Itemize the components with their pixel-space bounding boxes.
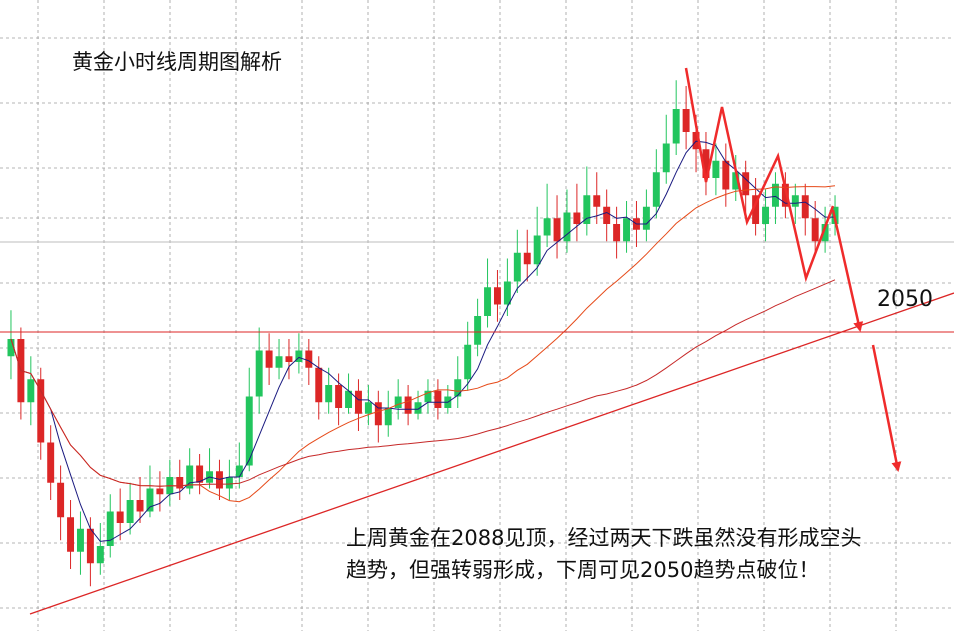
- candle-body: [682, 109, 690, 132]
- candle-body: [57, 482, 65, 518]
- candle-body: [722, 160, 730, 190]
- candle-body: [215, 471, 223, 489]
- candle-body: [354, 390, 362, 414]
- candle-body: [503, 281, 511, 305]
- candle-body: [245, 396, 253, 466]
- candle-body: [106, 511, 114, 546]
- candle-body: [136, 500, 144, 512]
- candle-body: [563, 212, 571, 242]
- moving-average-lines: [10, 140, 836, 542]
- candle-body: [404, 396, 412, 414]
- candle-body: [305, 350, 313, 368]
- candle-body: [543, 218, 551, 236]
- candle-body: [156, 488, 164, 495]
- candle-body: [275, 356, 283, 368]
- candle-body: [394, 396, 402, 408]
- ma-long-line: [10, 279, 836, 487]
- candle-body: [414, 402, 422, 414]
- candle-body: [712, 160, 720, 178]
- candle-body: [335, 385, 343, 408]
- candle-body: [146, 488, 154, 512]
- candle-body: [196, 465, 204, 483]
- candle-body: [86, 528, 94, 564]
- candle-body: [235, 465, 243, 477]
- candle-body: [762, 206, 770, 224]
- candle-body: [37, 379, 45, 443]
- candle-body: [345, 390, 353, 408]
- candle-body: [821, 224, 829, 242]
- candle-body: [702, 149, 710, 178]
- support-level-label: 2050: [877, 287, 933, 312]
- candle-body: [583, 195, 591, 224]
- analysis-note-line-1: 上周黄金在2088见顶，经过两天下跌虽然没有形成空头: [346, 526, 862, 550]
- candle-body: [384, 408, 392, 426]
- candle-body: [424, 390, 432, 403]
- candle-body: [652, 172, 660, 207]
- candle-body: [67, 517, 75, 552]
- candle-body: [732, 172, 740, 190]
- candle-body: [474, 316, 482, 345]
- analysis-note: 上周黄金在2088见顶，经过两天下跌虽然没有形成空头 趋势，但强转弱形成，下周可…: [346, 522, 861, 586]
- candle-body: [513, 252, 521, 282]
- candle-body: [364, 402, 372, 414]
- breakdown-arrow-1: [831, 209, 864, 332]
- candle-body: [255, 350, 263, 397]
- analysis-overlays: [0, 67, 954, 615]
- candle-body: [454, 379, 462, 397]
- candle-body: [771, 183, 779, 207]
- candle-body: [76, 528, 84, 552]
- candle-body: [176, 477, 184, 489]
- candle-body: [484, 287, 492, 316]
- analysis-note-line-2: 趋势，但强转弱形成，下周可见2050趋势点破位！: [346, 558, 820, 582]
- candle-body: [47, 442, 55, 483]
- candle-body: [752, 195, 760, 224]
- chart-title: 黄金小时线周期图解析: [72, 50, 282, 74]
- ma-short-line: [10, 140, 835, 542]
- candle-body: [116, 511, 124, 523]
- candle-body: [186, 465, 194, 489]
- ascending-trendline: [29, 292, 954, 615]
- candle-body: [642, 206, 650, 230]
- ma-mid-line: [10, 185, 836, 503]
- breakdown-arrow-2: [871, 344, 902, 472]
- candle-body: [593, 195, 601, 207]
- candle-body: [603, 206, 611, 224]
- candle-body: [801, 195, 809, 219]
- candle-body: [265, 350, 273, 368]
- candle-body: [781, 183, 789, 207]
- candle-body: [96, 546, 104, 564]
- candle-body: [225, 477, 233, 489]
- candle-body: [374, 402, 382, 426]
- candle-body: [662, 143, 670, 173]
- candle-body: [672, 109, 680, 144]
- candle-body: [811, 218, 819, 242]
- candle-body: [533, 235, 541, 265]
- candle-body: [623, 218, 631, 242]
- candle-body: [464, 344, 472, 380]
- candle-body: [126, 500, 134, 523]
- candle-body: [325, 385, 333, 403]
- candle-body: [692, 132, 700, 150]
- candle-body: [613, 224, 621, 242]
- candle-body: [791, 195, 799, 207]
- candle-body: [295, 350, 303, 362]
- price-path-zigzag: [684, 67, 835, 283]
- candle-body: [27, 379, 35, 403]
- candle-body: [573, 212, 581, 224]
- candle-body: [285, 356, 293, 362]
- candle-body: [493, 287, 501, 305]
- candle-body: [315, 367, 323, 403]
- candlestick-series: [7, 80, 839, 587]
- candle-body: [434, 390, 442, 408]
- candle-body: [553, 218, 561, 242]
- candle-body: [7, 339, 15, 357]
- candle-body: [742, 172, 750, 196]
- candle-body: [523, 252, 531, 265]
